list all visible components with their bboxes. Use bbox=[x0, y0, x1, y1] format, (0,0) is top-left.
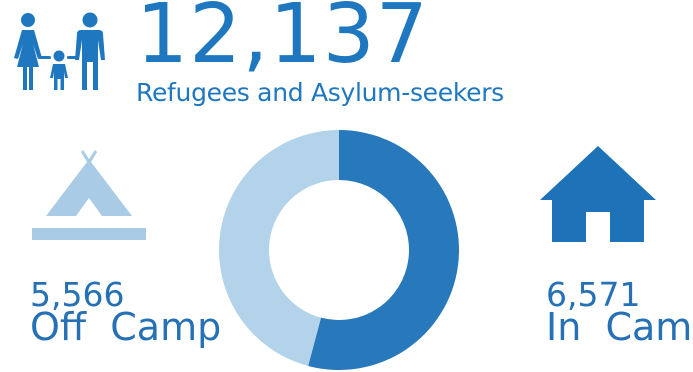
tent-icon bbox=[32, 150, 146, 240]
donut-slice-off-camp bbox=[218, 130, 339, 366]
total-label: Refugees and Asylum-seekers bbox=[136, 78, 504, 107]
off-camp-label: Off Camp bbox=[30, 305, 222, 349]
house-icon bbox=[540, 146, 656, 242]
off-camp-value: 5,566 bbox=[30, 275, 125, 314]
donut-chart bbox=[218, 130, 459, 370]
donut-slice-in-camp bbox=[308, 130, 459, 370]
in-camp-value: 6,571 bbox=[546, 275, 641, 314]
total-count: 12,137 bbox=[136, 0, 429, 82]
family-icon bbox=[14, 12, 105, 90]
in-camp-label: In Camp bbox=[546, 305, 693, 349]
